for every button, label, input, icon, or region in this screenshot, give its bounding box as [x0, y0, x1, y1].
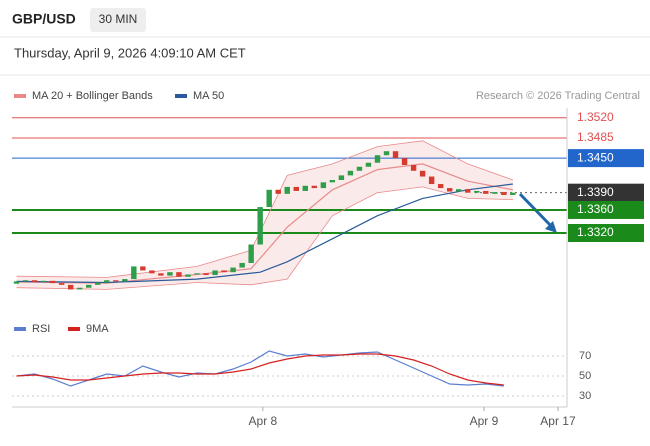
candle: [474, 190, 480, 193]
candle: [374, 155, 381, 163]
legend-label: RSI: [32, 323, 50, 335]
legend-label: MA 50: [193, 90, 224, 102]
candle: [456, 189, 462, 192]
candle: [437, 184, 444, 189]
arrow: [518, 192, 555, 230]
interval-box: [90, 8, 146, 32]
candle: [446, 188, 453, 192]
y-tick-label: 30: [579, 390, 591, 402]
legend-swatch: [14, 94, 26, 98]
candle: [248, 244, 254, 263]
ma20-line: [16, 163, 514, 284]
candle: [302, 185, 308, 191]
candle: [22, 280, 29, 282]
candle: [158, 273, 164, 276]
candle: [284, 186, 290, 194]
candle: [49, 280, 56, 284]
candle: [167, 272, 173, 276]
level-box: [568, 200, 644, 219]
candle: [419, 170, 426, 177]
level-label: 1.3450: [577, 150, 614, 164]
level-box: [568, 149, 644, 168]
candle: [356, 166, 363, 171]
candle: [31, 280, 38, 282]
rsi-line: [16, 350, 504, 387]
x-tick-label: Apr 9: [470, 414, 499, 428]
candle: [320, 182, 327, 189]
legend-swatch: [175, 94, 187, 98]
level-box: [568, 183, 644, 202]
candle: [465, 189, 471, 193]
bollinger-fill: [16, 140, 513, 290]
candle: [149, 270, 155, 274]
level-label: 1.3520: [577, 110, 614, 124]
arrow-head: [545, 221, 557, 233]
candle: [176, 272, 182, 277]
candle: [185, 274, 191, 277]
candle: [221, 270, 227, 273]
candle: [266, 189, 272, 208]
level-label: 1.3320: [577, 225, 614, 239]
level-label: 1.3360: [577, 202, 614, 216]
rsi-line: [16, 353, 504, 386]
source: Research © 2026 Trading Central: [476, 90, 640, 102]
candle: [95, 282, 101, 285]
candle: [257, 207, 263, 245]
timestamp: Thursday, April 9, 2026 4:09:10 AM CET: [14, 45, 246, 60]
interval: 30 MIN: [99, 12, 138, 26]
candle: [401, 158, 408, 166]
candle: [410, 165, 417, 171]
candle: [501, 192, 507, 195]
candle: [113, 280, 119, 282]
candle: [338, 175, 345, 181]
candle: [86, 284, 92, 288]
candle: [140, 266, 146, 271]
candle: [13, 281, 20, 284]
legend-swatch: [14, 327, 26, 331]
candle: [428, 176, 435, 185]
candle: [347, 170, 354, 176]
candle: [104, 280, 110, 283]
ma50-line: [16, 183, 513, 284]
candle: [212, 270, 218, 276]
candle: [275, 189, 281, 194]
bollinger-lower: [16, 186, 513, 290]
legend-label: MA 20 + Bollinger Bands: [32, 90, 153, 102]
candle: [239, 262, 245, 268]
candle: [76, 287, 83, 290]
candle: [122, 279, 128, 282]
candle: [230, 267, 236, 273]
symbol: GBP/USD: [12, 11, 76, 27]
candle: [383, 151, 390, 156]
candle: [311, 185, 318, 189]
legend-label: 9MA: [86, 323, 109, 335]
x-tick-label: Apr 8: [249, 414, 278, 428]
level-label: 1.3485: [577, 130, 614, 144]
candle: [67, 284, 74, 290]
candle: [194, 273, 200, 275]
y-tick-label: 70: [579, 350, 591, 362]
candle: [58, 283, 65, 285]
candle: [203, 273, 209, 276]
y-tick-label: 50: [579, 370, 591, 382]
candle: [510, 192, 516, 195]
candle: [40, 280, 47, 282]
candle: [392, 151, 399, 159]
candle: [365, 162, 372, 167]
candle: [492, 192, 498, 194]
x-tick-label: Apr 17: [540, 414, 576, 428]
candle: [131, 266, 137, 280]
level-label: 1.3390: [577, 185, 614, 199]
legend-swatch: [68, 327, 80, 331]
candle: [329, 180, 336, 183]
candle: [293, 186, 299, 191]
level-box: [568, 223, 644, 242]
candle: [483, 190, 489, 194]
